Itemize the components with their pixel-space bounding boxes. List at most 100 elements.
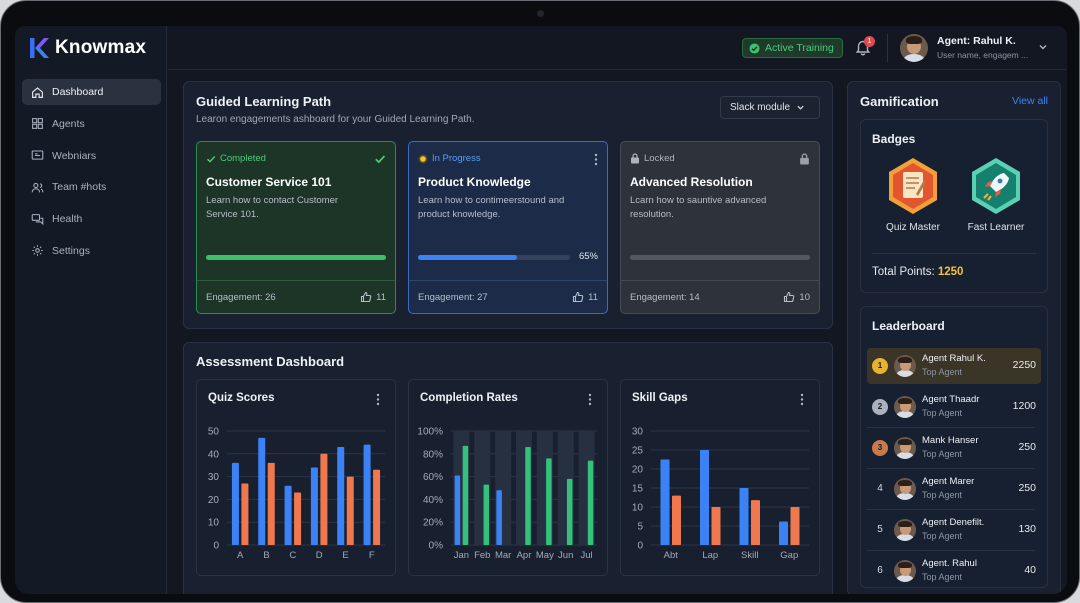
guided-learning-title: Guided Learning Path — [196, 94, 332, 109]
bar — [346, 476, 354, 545]
avatar — [894, 560, 916, 582]
knowmax-logo-icon — [29, 37, 49, 59]
y-tick-label: 20% — [423, 518, 443, 529]
sidebar-item-dashboard[interactable]: Dashboard — [22, 79, 161, 105]
sidebar-item-health[interactable]: Health — [22, 206, 161, 232]
sidebar-item-settings[interactable]: Settings — [22, 238, 161, 264]
check-icon — [375, 155, 386, 164]
logo[interactable]: Knowmax — [29, 36, 146, 60]
agent-role: Top Agent — [922, 490, 963, 500]
agent-role: Top Agent — [922, 572, 963, 582]
bar — [267, 462, 275, 545]
chart-title: Completion Rates — [420, 392, 518, 404]
fast-learner-badge[interactable] — [966, 156, 1026, 221]
gamification-title: Gamification — [860, 94, 939, 109]
badge-label: Fast Learner — [967, 222, 1025, 233]
chevron-down-icon[interactable] — [1038, 42, 1048, 52]
sidebar-item-team-hots[interactable]: Team #hots — [22, 174, 161, 200]
leaderboard-row[interactable]: 3 Mank Hanser Top Agent 250 — [867, 430, 1041, 466]
sidebar-item-agents[interactable]: Agents — [22, 111, 161, 137]
x-tick-label: Jul — [580, 550, 592, 561]
row-divider — [867, 550, 1035, 551]
lock-icon — [631, 153, 639, 164]
kebab-menu-icon[interactable] — [594, 153, 598, 166]
app-screen: Knowmax Dashboard Agents Webniars Team — [15, 26, 1067, 594]
top-bar: Active Training 1 Agent: Rahul K. User n… — [168, 26, 1067, 70]
x-tick-label: E — [342, 550, 348, 561]
quiz-master-badge[interactable] — [883, 156, 943, 221]
leaderboard-card: Leaderboard 1 Agent Rahul K. Top Agent 2… — [860, 306, 1048, 588]
view-all-link[interactable]: View all — [1012, 95, 1048, 107]
in-progress-dot-icon — [418, 154, 428, 163]
leaderboard-row[interactable]: 5 Agent Denefilt. Top Agent 130 — [867, 512, 1041, 548]
avatar — [894, 519, 916, 541]
progress-fill — [206, 255, 386, 260]
learning-card-customer-service[interactable]: Completed Customer Service 101 Learn how… — [196, 141, 396, 314]
badges-card: Badges Quiz Master — [860, 119, 1048, 293]
engagement-count: Engagement: 26 — [206, 292, 276, 303]
engagement-count: Engagement: 27 — [418, 292, 488, 303]
agent-score: 130 — [1018, 523, 1036, 535]
notification-count-badge: 1 — [864, 36, 875, 47]
sidebar-item-label: Webniars — [52, 149, 97, 162]
active-training-badge[interactable]: Active Training — [742, 38, 843, 58]
kebab-menu-icon[interactable] — [588, 393, 592, 406]
topbar-divider — [887, 34, 888, 62]
bar — [337, 446, 345, 545]
bar — [373, 469, 381, 545]
bar — [711, 507, 721, 545]
learning-card-advanced-resolution[interactable]: Locked Advanced Resolution Lcarn how to … — [620, 141, 820, 314]
kebab-menu-icon[interactable] — [800, 393, 804, 406]
y-tick-label: 40 — [208, 449, 220, 460]
learning-card-description: Learn how to contact Customer Service 10… — [206, 195, 339, 220]
skill-gaps-chart: 0 5 10 15 20 25 30 Abt Lap Skill Gap — [632, 427, 809, 561]
bar — [258, 437, 266, 545]
learning-card-title: Product Knowledge — [418, 175, 531, 189]
agent-score: 250 — [1018, 482, 1036, 494]
likes[interactable]: 11 — [360, 291, 386, 303]
leaderboard-row[interactable]: 1 Agent Rahul K. Top Agent 2250 — [867, 348, 1041, 384]
y-tick-label: 30 — [632, 427, 644, 438]
gear-icon — [32, 245, 43, 257]
likes[interactable]: 10 — [783, 291, 810, 303]
agent-name: Agent Denefilt. — [922, 517, 985, 528]
check-circle-icon — [749, 42, 760, 54]
agent-name: Agent Rahul K. — [922, 353, 986, 364]
check-icon — [206, 155, 216, 163]
sidebar-item-webniars[interactable]: Webniars — [22, 143, 161, 169]
leaderboard-row[interactable]: 4 Agent Marer Top Agent 250 — [867, 471, 1041, 507]
progress-track — [630, 255, 810, 260]
card-divider — [409, 280, 607, 281]
bar — [231, 462, 239, 545]
home-icon — [32, 86, 43, 98]
likes-count: 11 — [588, 291, 598, 303]
progress-fill — [418, 255, 517, 260]
y-tick-label: 80% — [423, 449, 443, 460]
leaderboard-row[interactable]: 6 Agent. Rahul Top Agent 40 — [867, 553, 1041, 587]
status-label: Completed — [220, 153, 266, 164]
user-avatar[interactable] — [900, 34, 928, 62]
x-tick-label: Lap — [702, 550, 718, 561]
grid-icon — [32, 118, 43, 130]
x-tick-label: Skill — [741, 550, 758, 561]
sidebar-item-label: Settings — [52, 244, 90, 257]
progress-percent: 65% — [578, 251, 598, 262]
sidebar-item-label: Team #hots — [52, 181, 107, 194]
module-select[interactable]: Slack module — [720, 96, 820, 119]
learning-card-title: Advanced Resolution — [630, 175, 753, 189]
kebab-menu-icon[interactable] — [376, 393, 380, 406]
y-tick-label: 0 — [637, 541, 643, 552]
agent-score: 1200 — [1012, 400, 1036, 412]
avatar — [894, 355, 916, 377]
lock-icon — [800, 153, 809, 165]
status-label: In Progress — [432, 153, 481, 164]
rank-number: 5 — [877, 524, 883, 535]
learning-card-product-knowledge[interactable]: In Progress Product Knowledge Learn how … — [408, 141, 608, 314]
user-name[interactable]: Agent: Rahul K. — [937, 35, 1016, 47]
status-locked: Locked — [630, 153, 675, 164]
likes[interactable]: 11 — [572, 291, 598, 303]
monitor-icon — [31, 150, 44, 160]
thumbs-up-icon — [784, 291, 795, 303]
leaderboard-row[interactable]: 2 Agent Thaadr Top Agent 1200 — [867, 389, 1041, 425]
x-tick-label: Mar — [495, 550, 511, 561]
